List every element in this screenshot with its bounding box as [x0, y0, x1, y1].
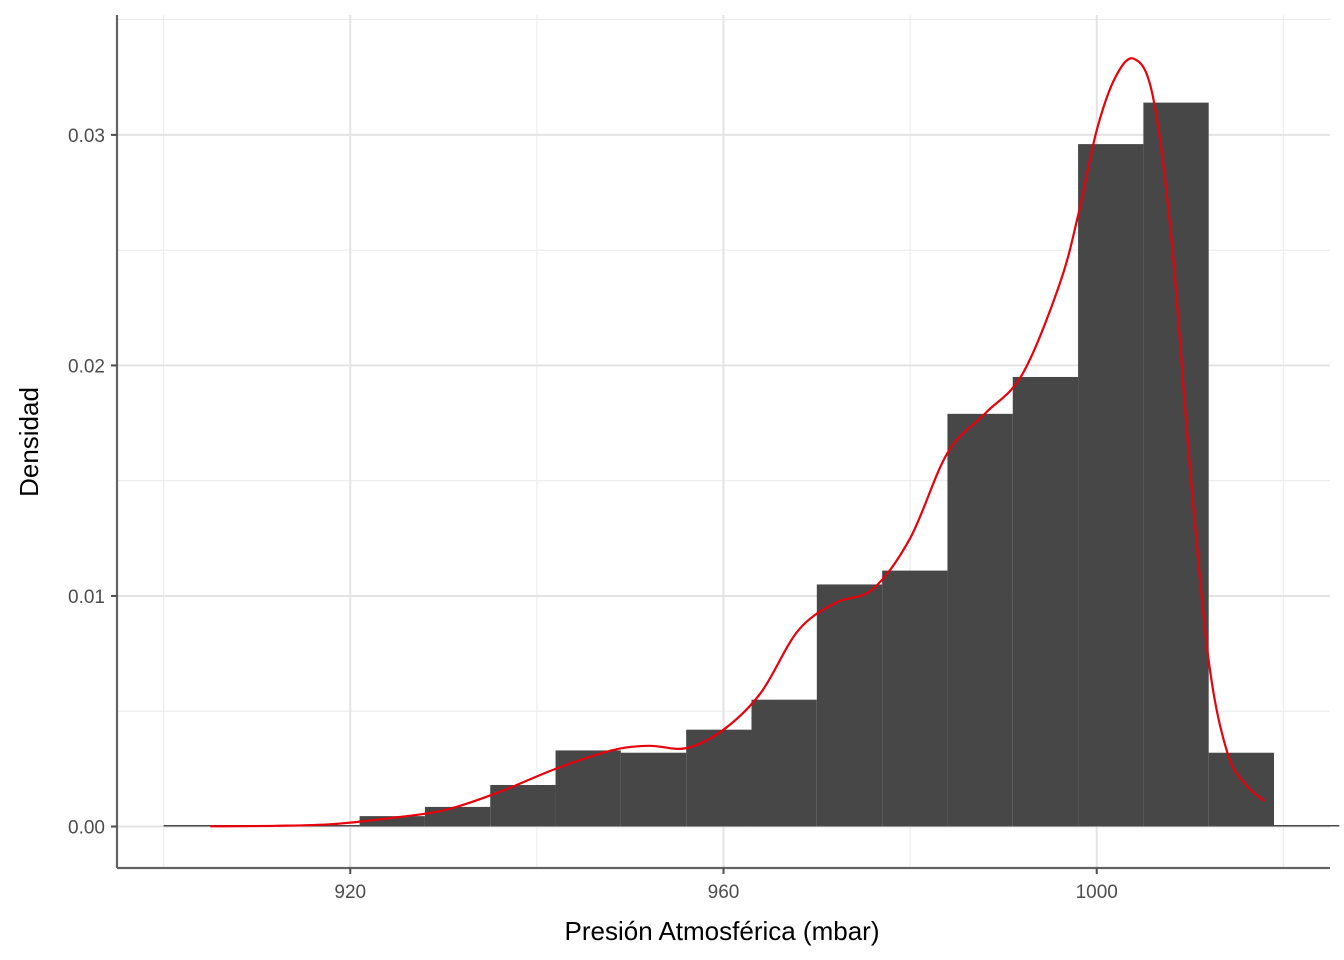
histogram-bar [882, 570, 948, 827]
density-curve [210, 57, 1266, 828]
histogram-bar [816, 584, 883, 827]
histogram-bar [1012, 376, 1079, 827]
histogram-bar [359, 816, 425, 827]
histogram-bar [620, 752, 687, 827]
x-tick-label: 960 [708, 882, 740, 903]
histogram-bar [1274, 825, 1340, 827]
y-tick-label: 0.02 [68, 356, 105, 377]
histogram-bar [947, 413, 1013, 827]
histogram-bar [424, 806, 491, 827]
y-axis-ticks: 0.00 0.01 0.02 0.03 [68, 126, 117, 839]
y-axis-title: Densidad [14, 387, 44, 497]
y-tick-label: 0.01 [68, 587, 105, 608]
y-tick-label: 0.03 [68, 126, 105, 147]
histogram-bars [163, 102, 1340, 827]
x-tick-label: 1000 [1076, 882, 1118, 903]
histogram-bar [294, 825, 360, 827]
histogram-bar [1143, 102, 1209, 827]
histogram-bar [1208, 752, 1275, 827]
x-axis-title: Presión Atmosférica (mbar) [565, 916, 880, 946]
histogram-bar [163, 825, 229, 827]
histogram-bar [751, 699, 817, 827]
x-tick-label: 920 [334, 882, 366, 903]
histogram-bar [1078, 144, 1144, 827]
histogram-bar [555, 750, 621, 827]
y-tick-label: 0.00 [68, 818, 105, 839]
x-axis-ticks: 920 960 1000 [334, 868, 1118, 903]
